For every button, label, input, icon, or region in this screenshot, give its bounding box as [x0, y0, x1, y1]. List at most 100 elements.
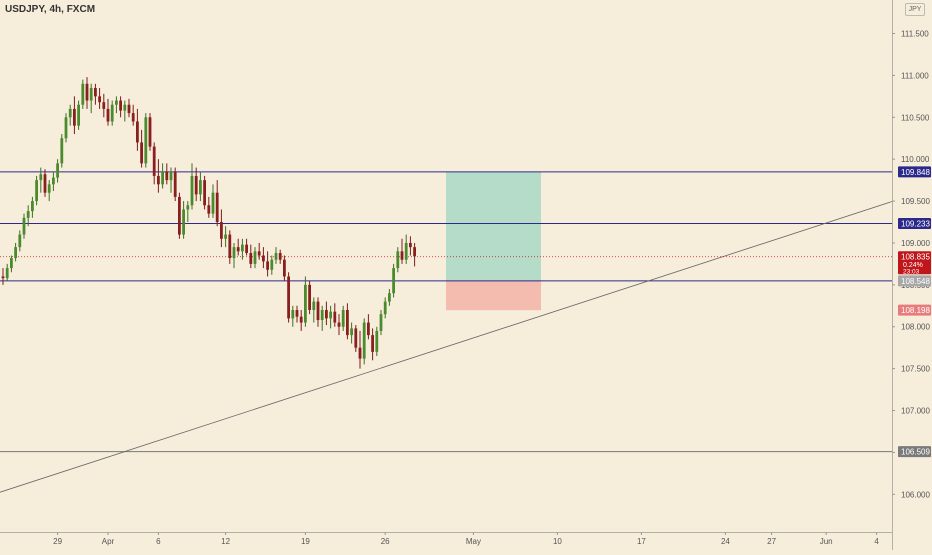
candle-body [232, 247, 236, 259]
candle-body [266, 261, 269, 270]
candle [325, 301, 328, 326]
level-price-tag-bg [898, 217, 931, 229]
candle [81, 79, 85, 109]
candle-body [31, 201, 34, 212]
candle-body [157, 175, 160, 185]
candle [1, 268, 5, 285]
candle [337, 314, 341, 336]
candle [85, 77, 89, 109]
candle [144, 113, 148, 168]
y-tick-label: 111.000 [901, 71, 929, 80]
candle-body [35, 180, 38, 202]
candle-body [190, 175, 194, 206]
candle [396, 247, 400, 273]
y-tick-label: 107.000 [901, 407, 930, 416]
candle-body [388, 293, 391, 302]
candle [47, 180, 51, 202]
candle-body [320, 309, 324, 321]
y-tick-label: 108.000 [901, 323, 930, 332]
candle [367, 314, 370, 340]
candle-body [56, 163, 59, 178]
candle-body [253, 251, 257, 264]
x-tick-label: 17 [637, 537, 646, 546]
candle [173, 167, 177, 202]
candle-body [161, 171, 164, 185]
level-price-tag: 109.233 [901, 219, 930, 228]
currency-button[interactable]: JPY [905, 3, 925, 16]
candle [207, 196, 211, 218]
candle [102, 93, 106, 118]
candle [60, 134, 64, 168]
candle-body [60, 138, 64, 164]
candle-body [119, 100, 122, 111]
symbol-title: USDJPY, 4h, FXCM [5, 4, 96, 15]
candle [89, 83, 93, 114]
candle [136, 108, 139, 151]
candle [316, 297, 320, 327]
candle-body [379, 314, 383, 331]
candle-body [295, 309, 299, 317]
x-tick-label: 10 [553, 537, 562, 546]
candle [31, 196, 34, 218]
candle-body [26, 211, 30, 218]
y-tick-label: 110.000 [901, 155, 930, 164]
candle [165, 163, 169, 185]
candle-body [245, 244, 248, 254]
candle [228, 230, 232, 264]
candle-body [39, 174, 43, 181]
candle [413, 242, 416, 267]
candle-body [140, 142, 143, 164]
candle [203, 175, 206, 210]
candle [10, 255, 13, 273]
candle-body [400, 251, 404, 260]
candle-body [10, 258, 13, 269]
trendline [0, 201, 893, 493]
candle [362, 318, 366, 365]
candle-body [299, 316, 303, 323]
candle [56, 159, 59, 183]
entry-price-tag-bg [898, 275, 931, 287]
candle-body [367, 322, 370, 336]
candle-body [5, 268, 9, 279]
y-tick-label: 110.500 [901, 113, 930, 122]
candle [131, 104, 135, 126]
candle-body [228, 234, 232, 259]
candle-body [148, 117, 152, 147]
candle-body [144, 117, 148, 164]
candle-body [22, 217, 26, 235]
candle-body [1, 276, 5, 279]
candle [157, 159, 160, 193]
candle-body [182, 209, 185, 235]
candle [241, 238, 244, 260]
candle-body [404, 242, 408, 260]
x-tick-label: 27 [767, 537, 776, 546]
x-tick-label: 6 [156, 537, 161, 546]
candle [26, 205, 30, 227]
stop-price-tag-bg [898, 304, 931, 316]
candle [199, 171, 202, 202]
y-tick-label: 109.500 [901, 197, 930, 206]
candle [379, 309, 383, 336]
x-tick-label: Apr [102, 537, 115, 546]
candle-body [77, 104, 80, 126]
candle-body [270, 259, 274, 270]
candle-body [278, 253, 282, 260]
entry-price-tag: 108.548 [901, 277, 930, 286]
candle-body [98, 96, 101, 103]
candle [291, 305, 295, 327]
candle-body [64, 117, 68, 139]
candle-body [325, 309, 328, 319]
candle-body [165, 171, 169, 181]
y-tick-label: 111.500 [901, 30, 929, 39]
level-price-tag-bg [898, 166, 931, 178]
candle [257, 242, 261, 260]
candle [64, 113, 68, 143]
candle [190, 163, 194, 210]
candle [371, 328, 374, 361]
candle-body [341, 309, 345, 327]
candle-body [337, 322, 341, 327]
candle [400, 238, 404, 264]
candle-body [131, 113, 135, 122]
candle [287, 272, 290, 323]
